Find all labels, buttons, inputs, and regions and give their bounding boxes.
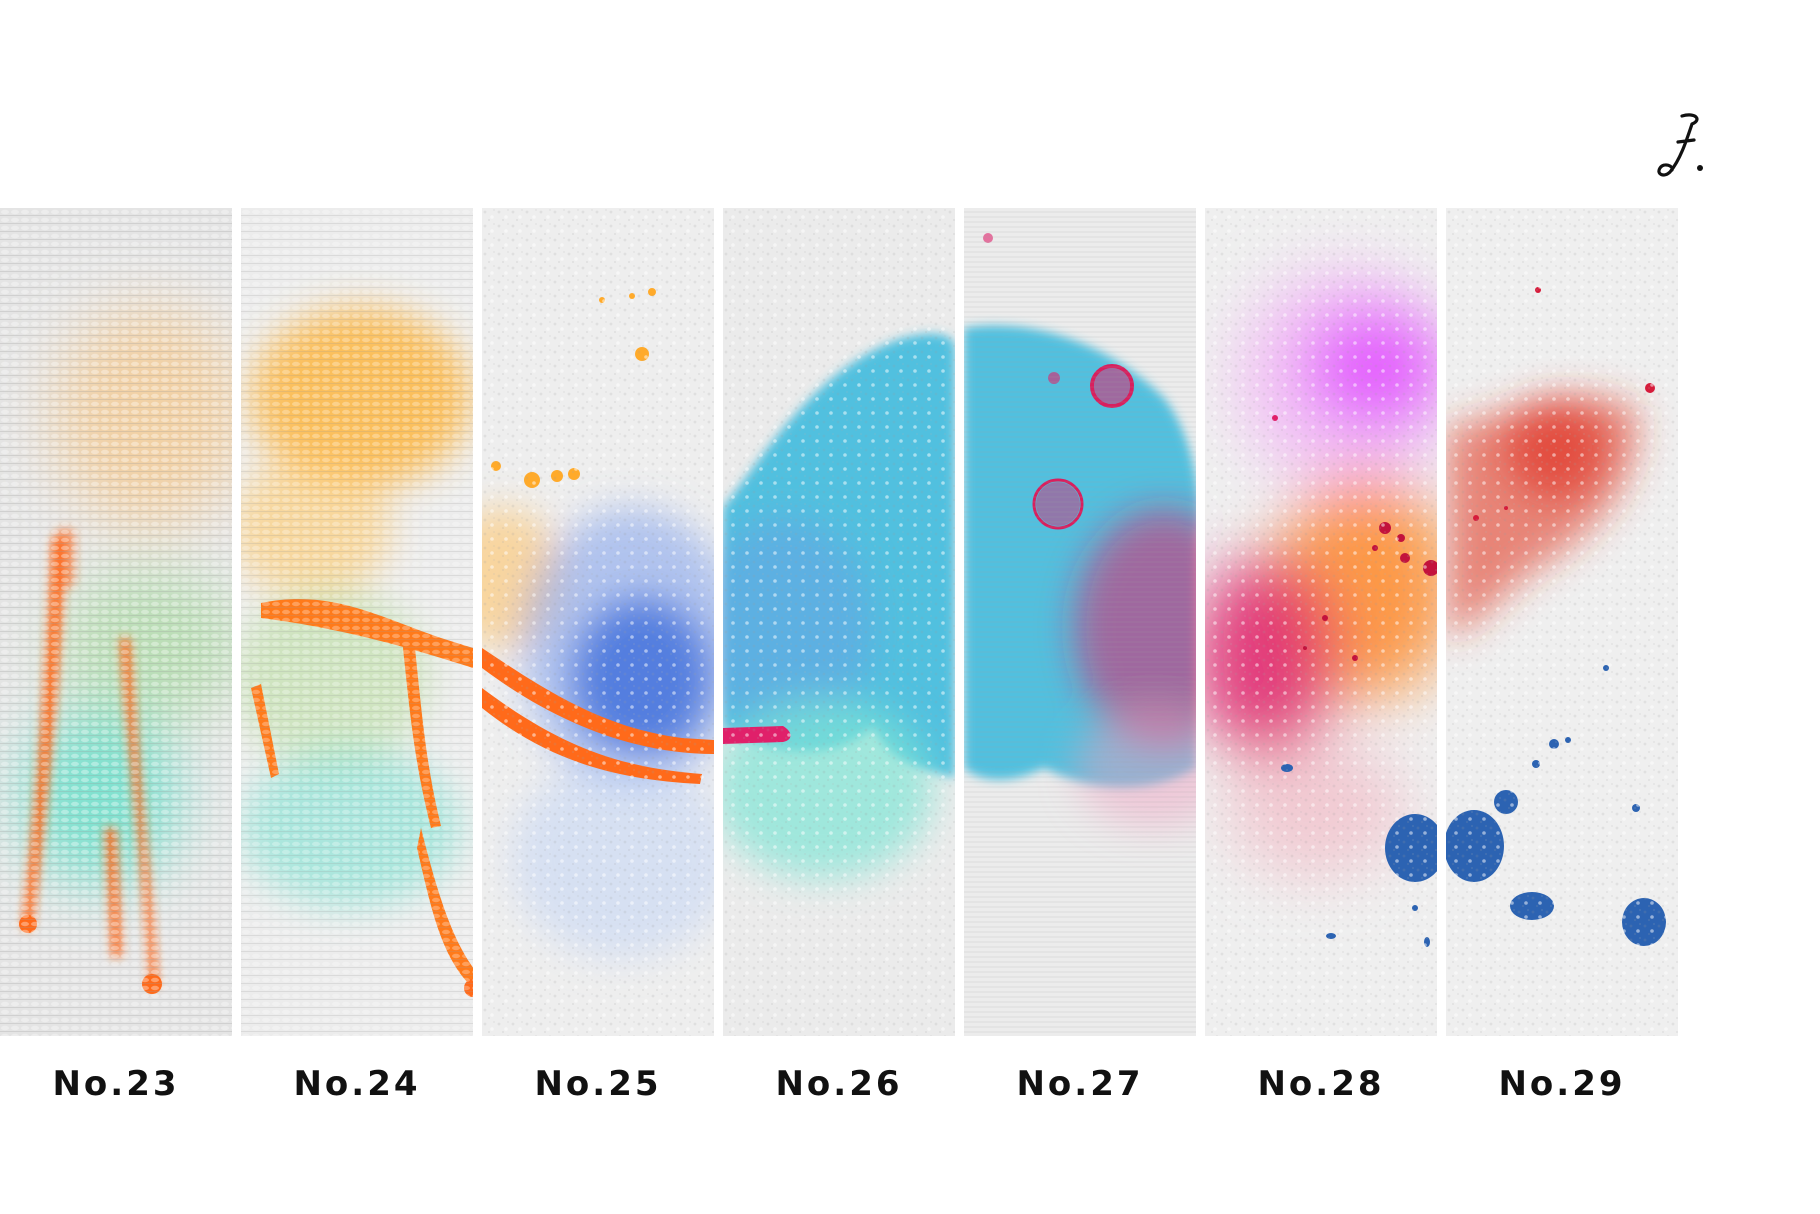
swatch-label: No.23 xyxy=(52,1064,180,1104)
swatch-no28 xyxy=(1205,208,1437,1036)
swatch-no27 xyxy=(964,208,1196,1036)
swatch-no29 xyxy=(1446,208,1678,1036)
swatch-no25 xyxy=(482,208,714,1036)
swatch-no24 xyxy=(241,208,473,1036)
swatch-label: No.25 xyxy=(534,1064,662,1104)
swatch-gallery xyxy=(0,208,1680,1036)
swatch-label: No.27 xyxy=(1016,1064,1144,1104)
swatch-label: No.29 xyxy=(1498,1064,1626,1104)
script-f-monogram-icon xyxy=(1657,113,1703,177)
swatch-no26 xyxy=(723,208,955,1036)
swatch-label: No.24 xyxy=(293,1064,421,1104)
brand-logo xyxy=(1652,112,1708,180)
swatch-label: No.26 xyxy=(775,1064,903,1104)
swatch-no23 xyxy=(0,208,232,1036)
swatch-label: No.28 xyxy=(1257,1064,1385,1104)
